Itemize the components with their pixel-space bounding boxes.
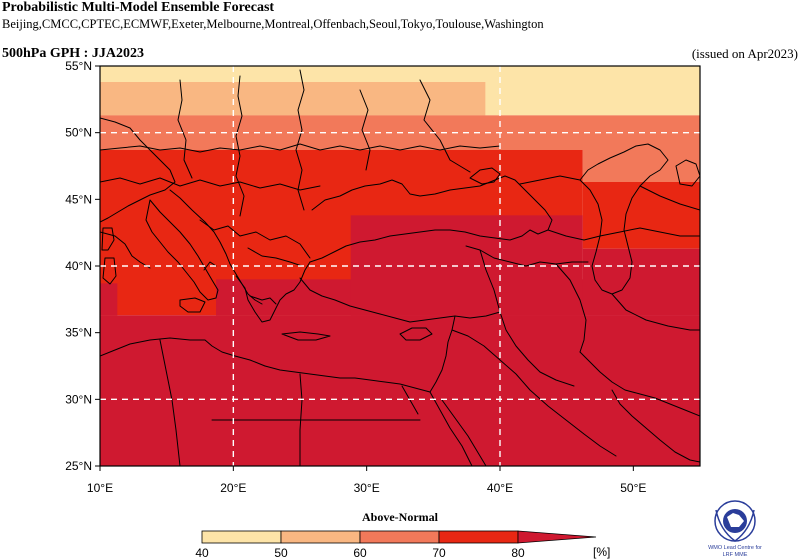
latitude-axis: 25°N 30°N 35°N 40°N 45°N 50°N 55°N [65, 59, 100, 473]
lat-tick-label: 50°N [65, 126, 92, 140]
lat-tick-label: 40°N [65, 259, 92, 273]
colorbar-tick-label: 50 [274, 546, 288, 560]
colorbar-tick-label: 70 [432, 546, 446, 560]
colorbar-segment-1 [280, 530, 361, 544]
logo-line-1: WMO Lead Centre for [708, 545, 762, 551]
colorbar-extend-arrow [517, 530, 597, 544]
colorbar-segment-3 [438, 530, 519, 544]
page-title: Probabilistic Multi-Model Ensemble Forec… [2, 0, 275, 15]
lon-tick-label: 10°E [87, 481, 113, 495]
probability-region-5 [582, 182, 700, 249]
gridlines [100, 66, 700, 466]
lon-tick-label: 50°E [620, 481, 646, 495]
lat-tick-label: 25°N [65, 459, 92, 473]
colorbar-tick-label: 60 [353, 546, 367, 560]
colorbar-segment-2 [359, 530, 440, 544]
issued-date: (issued on Apr2023) [691, 46, 798, 61]
lat-tick-label: 35°N [65, 326, 92, 340]
colorbar: 40 50 60 70 80 [195, 530, 597, 560]
probability-region-10 [100, 283, 118, 316]
lon-tick-label: 20°E [220, 481, 246, 495]
coastlines-and-borders [100, 69, 700, 466]
colorbar-title: Above-Normal [362, 510, 439, 524]
probability-region-3 [582, 150, 700, 182]
probability-fill-layer [100, 66, 700, 466]
colorbar-tick-label: 40 [195, 546, 209, 560]
forecast-subtitle: 500hPa GPH : JJA2023 [2, 46, 144, 61]
colorbar-tick-label: 80 [511, 546, 525, 560]
logo-line-2: LRF MME [723, 552, 748, 558]
wmo-logo: WMO Lead Centre for LRF MME [708, 500, 762, 558]
lon-tick-label: 30°E [354, 481, 380, 495]
colorbar-segment-0 [201, 530, 282, 544]
contributing-centres: Beijing,CMCC,CPTEC,ECMWF,Exeter,Melbourn… [2, 17, 544, 31]
lat-tick-label: 30°N [65, 392, 92, 406]
colorbar-unit: [%] [593, 545, 610, 559]
longitude-axis: 10°E 20°E 30°E 40°E 50°E [87, 466, 646, 495]
probability-region-9 [582, 248, 700, 316]
lat-tick-label: 55°N [65, 59, 92, 73]
probability-region-6 [100, 315, 700, 466]
lon-tick-label: 40°E [487, 481, 513, 495]
probability-region-1 [100, 82, 486, 116]
lat-tick-label: 45°N [65, 192, 92, 206]
